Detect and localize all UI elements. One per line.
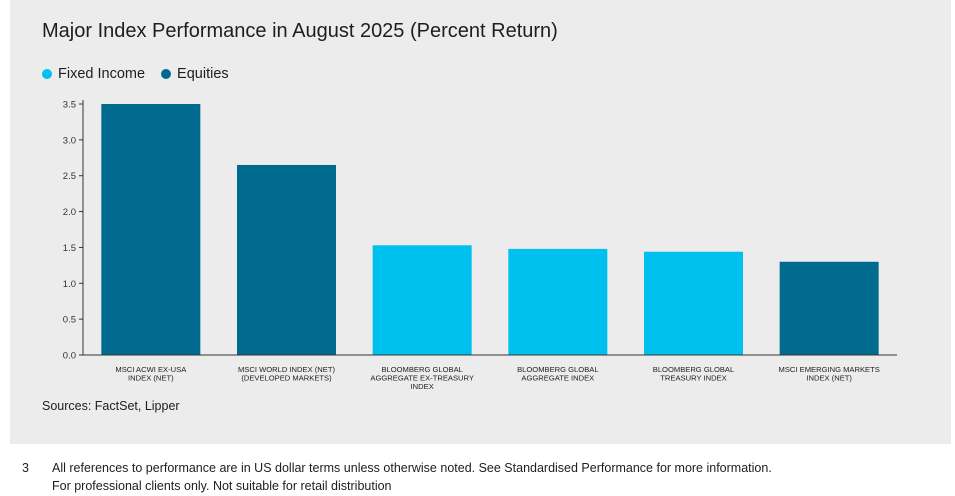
x-tick-label: TREASURY INDEX [660, 374, 726, 383]
legend-swatch-fixed-income [42, 69, 52, 79]
chart-legend: Fixed Income Equities [42, 66, 229, 82]
x-tick-label: BLOOMBERG GLOBAL [653, 365, 734, 374]
chart-title: Major Index Performance in August 2025 (… [42, 20, 558, 42]
x-tick-label: AGGREGATE EX-TREASURY [370, 374, 474, 383]
y-tick-label: 1.5 [63, 243, 76, 254]
x-tick-label: INDEX (NET) [128, 374, 174, 383]
footnote-text: All references to performance are in US … [52, 459, 932, 495]
footnote-number: 3 [22, 461, 29, 475]
footnote-line-1: All references to performance are in US … [52, 461, 772, 475]
y-tick-label: 2.0 [63, 207, 76, 218]
x-tick-label: INDEX [411, 382, 434, 391]
legend-item-fixed-income: Fixed Income [42, 66, 145, 82]
source-note: Sources: FactSet, Lipper [42, 399, 180, 413]
x-tick-label: BLOOMBERG GLOBAL [381, 365, 462, 374]
bar [237, 164, 336, 355]
x-tick-label: MSCI EMERGING MARKETS [779, 365, 880, 374]
x-tick-label: MSCI WORLD INDEX (NET) [238, 365, 336, 374]
x-tick-label: MSCI ACWI EX-USA [115, 365, 187, 374]
legend-item-equities: Equities [161, 66, 229, 82]
y-tick-label: 3.0 [63, 135, 76, 146]
x-tick-label: (DEVELOPED MARKETS) [241, 374, 332, 383]
y-tick-label: 1.0 [63, 279, 76, 290]
y-tick-label: 0.5 [63, 315, 76, 326]
y-tick-label: 2.5 [63, 171, 76, 182]
footnote-line-2: For professional clients only. Not suita… [52, 479, 392, 493]
bar [508, 248, 608, 355]
bar [644, 251, 743, 355]
x-tick-label: BLOOMBERG GLOBAL [517, 365, 598, 374]
legend-swatch-equities [161, 69, 172, 79]
bar [372, 245, 472, 355]
x-tick-label: INDEX (NET) [806, 374, 852, 383]
legend-label-fixed-income: Fixed Income [58, 66, 146, 82]
y-tick-label: 3.5 [63, 100, 76, 111]
bar [779, 261, 879, 355]
legend-label-equities: Equities [177, 66, 229, 82]
y-tick-label: 0.0 [63, 351, 76, 362]
bar [101, 104, 201, 355]
x-tick-label: AGGREGATE INDEX [521, 374, 594, 383]
